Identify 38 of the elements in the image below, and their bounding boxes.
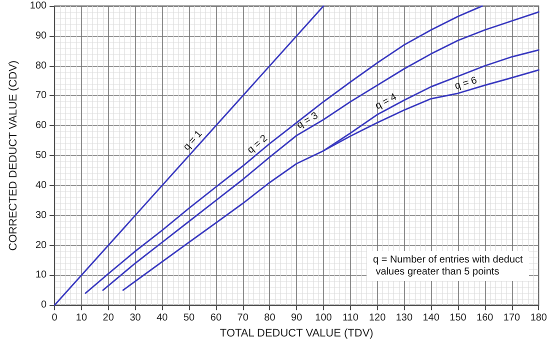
annotation: q = 3 [295, 110, 320, 132]
annotation: q = 6 [454, 75, 479, 92]
x-tick-label: 40 [156, 312, 168, 324]
x-tick-label: 20 [102, 312, 114, 324]
x-tick-label: 170 [503, 312, 521, 324]
y-tick-label: 30 [35, 210, 48, 221]
y-tick-label: 70 [35, 90, 48, 102]
y-tick-label: 100 [30, 0, 48, 12]
x-tick-label: 60 [210, 312, 222, 324]
y-tick-label: 10 [35, 270, 48, 281]
y-tick-label: 80 [35, 60, 48, 72]
x-tick-label: 0 [52, 312, 58, 324]
x-tick-label: 110 [342, 312, 359, 324]
x-tick-label: 70 [237, 312, 249, 324]
x-tick-label: 30 [130, 312, 142, 324]
x-tick-label: 160 [476, 312, 494, 324]
x-tick-label: 100 [315, 312, 332, 324]
y-tick-label: 40 [35, 180, 48, 191]
x-axis-title: TOTAL DEDUCT VALUE (TDV) [220, 328, 374, 340]
x-tick-label: 180 [530, 312, 548, 324]
annotation: q = 1 [181, 128, 205, 153]
x-tick-label: 50 [183, 312, 196, 324]
y-axis-title: CORRECTED DEDUCT VALUE (CDV) [8, 60, 20, 251]
y-tick-label: 90 [35, 30, 48, 42]
y-tick-label: 20 [35, 240, 48, 251]
x-tick-label: 150 [450, 312, 467, 324]
y-tick-label: 0 [41, 300, 48, 311]
x-tick-label: 130 [396, 312, 413, 324]
x-tick-label: 10 [76, 312, 88, 324]
x-tick-label: 80 [264, 312, 276, 324]
y-tick-label: 50 [35, 150, 48, 162]
y-tick-label: 60 [35, 120, 48, 132]
x-tick-label: 140 [422, 312, 440, 324]
annotation: q = 4 [374, 91, 400, 112]
annotation: q = 2 [246, 132, 270, 156]
annotation: q = Number of entries with deduct values greater than 5 points [373, 254, 524, 278]
x-tick-label: 90 [291, 312, 303, 324]
x-tick-label: 120 [368, 312, 386, 324]
